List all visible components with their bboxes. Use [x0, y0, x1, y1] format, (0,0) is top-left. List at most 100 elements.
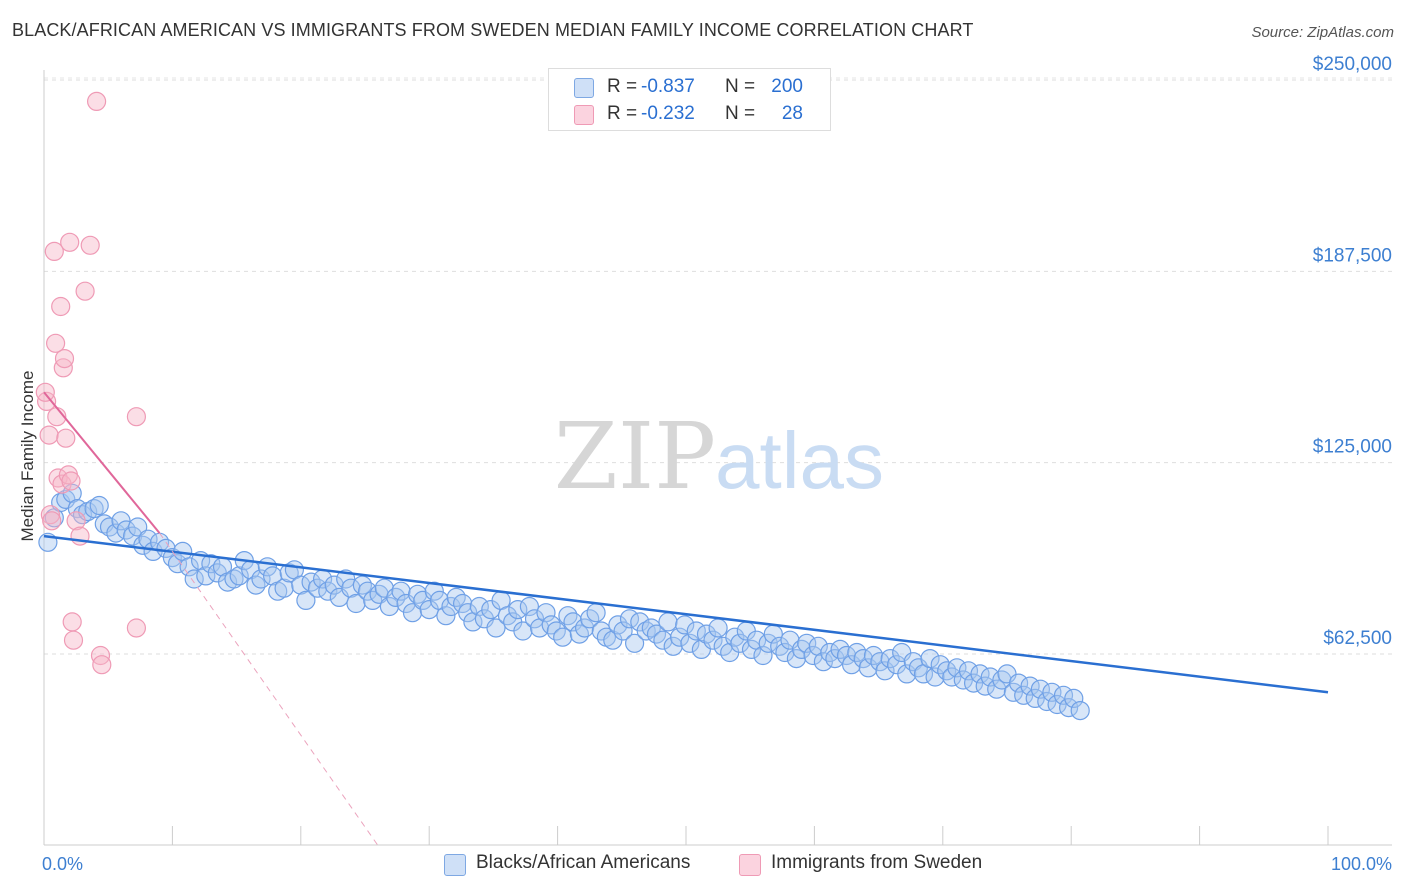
data-point-blacks [296, 590, 316, 611]
data-point-blacks [803, 645, 823, 666]
data-point-sweden [92, 655, 112, 675]
data-point-blacks [730, 633, 750, 653]
legend-row-blacks: R = -0.837 N = 200 [549, 74, 830, 100]
data-point-blacks [436, 606, 456, 626]
data-point-blacks [341, 578, 361, 598]
data-point-blacks [229, 566, 249, 586]
watermark-atlas: atlas [715, 416, 884, 505]
data-point-blacks [875, 661, 895, 681]
data-point-sweden [40, 505, 61, 525]
data-point-blacks [324, 575, 344, 595]
legend-n-label: N = [725, 76, 756, 97]
data-point-blacks [775, 642, 795, 663]
data-point-blacks [992, 670, 1012, 690]
data-point-blacks [680, 633, 700, 653]
data-point-blacks [608, 615, 628, 635]
data-point-blacks [497, 606, 518, 626]
data-point-blacks [613, 621, 633, 641]
data-point-blacks [524, 609, 545, 629]
data-point-sweden [42, 511, 62, 531]
x-ticks [43, 826, 1329, 845]
data-point-sweden [44, 241, 64, 261]
data-point-sweden [75, 281, 95, 301]
legend-r-value: -0.232 [641, 103, 695, 124]
y-tick-label: $125,000 [1313, 437, 1392, 458]
data-point-blacks [725, 627, 745, 647]
data-point-blacks [797, 633, 817, 653]
legend-swatch-blacks [444, 854, 466, 876]
data-point-blacks [541, 615, 561, 635]
data-point-blacks [1064, 688, 1084, 709]
data-point-blacks [469, 596, 489, 617]
data-point-blacks [958, 661, 979, 681]
data-point-blacks [1042, 682, 1062, 702]
legend-r-label: R = [607, 76, 638, 97]
data-point-blacks [89, 495, 109, 516]
data-point-blacks [128, 517, 148, 537]
data-point-blacks [513, 621, 533, 641]
correlation-legend: R = -0.837 N = 200 R = -0.232 N = 28 [548, 68, 831, 131]
data-point-blacks [947, 658, 967, 678]
y-tick-label: $62,500 [1323, 628, 1392, 649]
data-point-blacks [897, 664, 917, 684]
data-point-blacks [251, 569, 271, 589]
data-point-sweden [39, 425, 59, 445]
legend-r-label: R = [607, 103, 638, 124]
legend-n-value: 28 [781, 103, 803, 124]
data-point-blacks [1025, 688, 1045, 709]
data-point-blacks [553, 627, 573, 647]
data-point-blacks [675, 615, 695, 635]
data-point-blacks [569, 624, 590, 644]
trend-line-sweden-extension [159, 532, 379, 846]
data-point-blacks [770, 636, 790, 656]
data-point-blacks [980, 667, 1000, 687]
data-point-blacks [184, 569, 204, 589]
data-point-blacks [586, 603, 606, 623]
data-point-blacks [920, 648, 940, 669]
source-label: Source: ZipAtlas.com [1251, 24, 1394, 41]
data-point-sweden [51, 296, 71, 317]
data-point-blacks [1070, 700, 1090, 721]
data-point-blacks [458, 603, 478, 623]
data-point-blacks [274, 578, 294, 598]
data-point-blacks [942, 667, 962, 687]
trend-line-blacks [43, 534, 1329, 694]
data-point-blacks [703, 630, 723, 650]
data-point-blacks [841, 655, 862, 675]
data-point-blacks [753, 645, 773, 666]
data-point-blacks [558, 606, 578, 626]
data-point-blacks [624, 633, 645, 653]
data-point-blacks [563, 612, 583, 632]
watermark-zip: ZIP [554, 403, 716, 510]
data-point-blacks [825, 648, 845, 669]
data-point-sweden [62, 612, 82, 632]
data-point-blacks [975, 676, 995, 696]
legend-swatch-sweden [574, 105, 594, 125]
data-point-blacks [791, 639, 812, 660]
data-point-blacks [358, 581, 378, 601]
y-tick-label: $187,500 [1313, 245, 1392, 266]
data-point-blacks [758, 633, 778, 653]
data-point-sweden [60, 232, 80, 252]
data-point-blacks [424, 581, 444, 601]
data-point-sweden [126, 618, 146, 638]
data-point-blacks [246, 575, 266, 595]
data-point-blacks [179, 557, 199, 577]
data-point-sweden [61, 471, 81, 491]
data-point-blacks [808, 636, 828, 656]
legend-swatch-blacks [574, 78, 594, 98]
y-tick-label: $250,000 [1313, 54, 1392, 75]
data-point-blacks [741, 639, 762, 660]
trend-lines [43, 391, 1329, 846]
data-point-blacks [453, 593, 473, 614]
legend-r-value: -0.837 [641, 76, 695, 97]
data-point-blacks [858, 658, 878, 678]
data-point-blacks [279, 563, 299, 583]
data-point-blacks [653, 630, 673, 650]
series-sweden-points [35, 91, 146, 675]
data-point-blacks [708, 618, 728, 638]
data-point-blacks [369, 584, 389, 604]
data-point-blacks [1058, 697, 1079, 718]
data-point-blacks [111, 511, 131, 531]
data-point-blacks [386, 587, 406, 608]
